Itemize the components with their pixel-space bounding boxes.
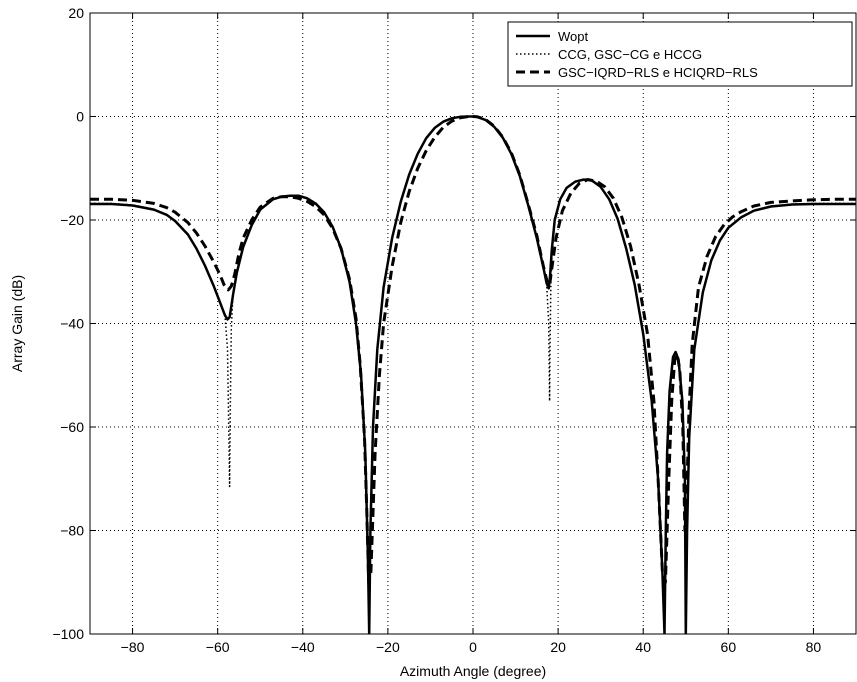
legend: Wopt CCG, GSC−CG e HCCG GSC−IQRD−RLS e H… [507,21,853,87]
x-tick-label: 60 [721,639,737,655]
y-tick-label: 20 [68,5,84,21]
x-tick-label: 80 [806,639,822,655]
legend-label-wopt: Wopt [558,29,588,44]
y-tick-label: −60 [60,419,84,435]
legend-box [507,21,853,87]
x-tick-label: −80 [121,639,145,655]
plot-area-frame [89,12,857,635]
x-tick-label: −60 [206,639,230,655]
y-tick-label: −80 [60,523,84,539]
y-axis-label: Array Gain (dB) [9,275,25,372]
axis-ticks: −80 −60 −40 −20 0 20 40 60 80 20 0 −20 −40 −60 −80 −100 [52,5,856,655]
y-tick-label: −20 [60,212,84,228]
x-tick-label: −20 [376,639,400,655]
x-tick-label: 20 [550,639,566,655]
y-tick-label: −100 [52,626,84,642]
x-tick-label: −40 [291,639,315,655]
y-tick-label: −40 [60,316,84,332]
grid [90,13,856,634]
x-tick-label: 40 [635,639,651,655]
legend-label-gsc-iqrd-rls: GSC−IQRD−RLS e HCIQRD−RLS [558,65,758,80]
y-tick-label: 0 [76,109,84,125]
x-axis-label: Azimuth Angle (degree) [400,663,546,679]
series-lines [90,115,856,634]
series-line-ccg [90,115,856,634]
legend-label-ccg: CCG, GSC−CG e HCCG [558,47,702,62]
series-line-wopt [90,115,856,634]
x-tick-label: 0 [469,639,477,655]
